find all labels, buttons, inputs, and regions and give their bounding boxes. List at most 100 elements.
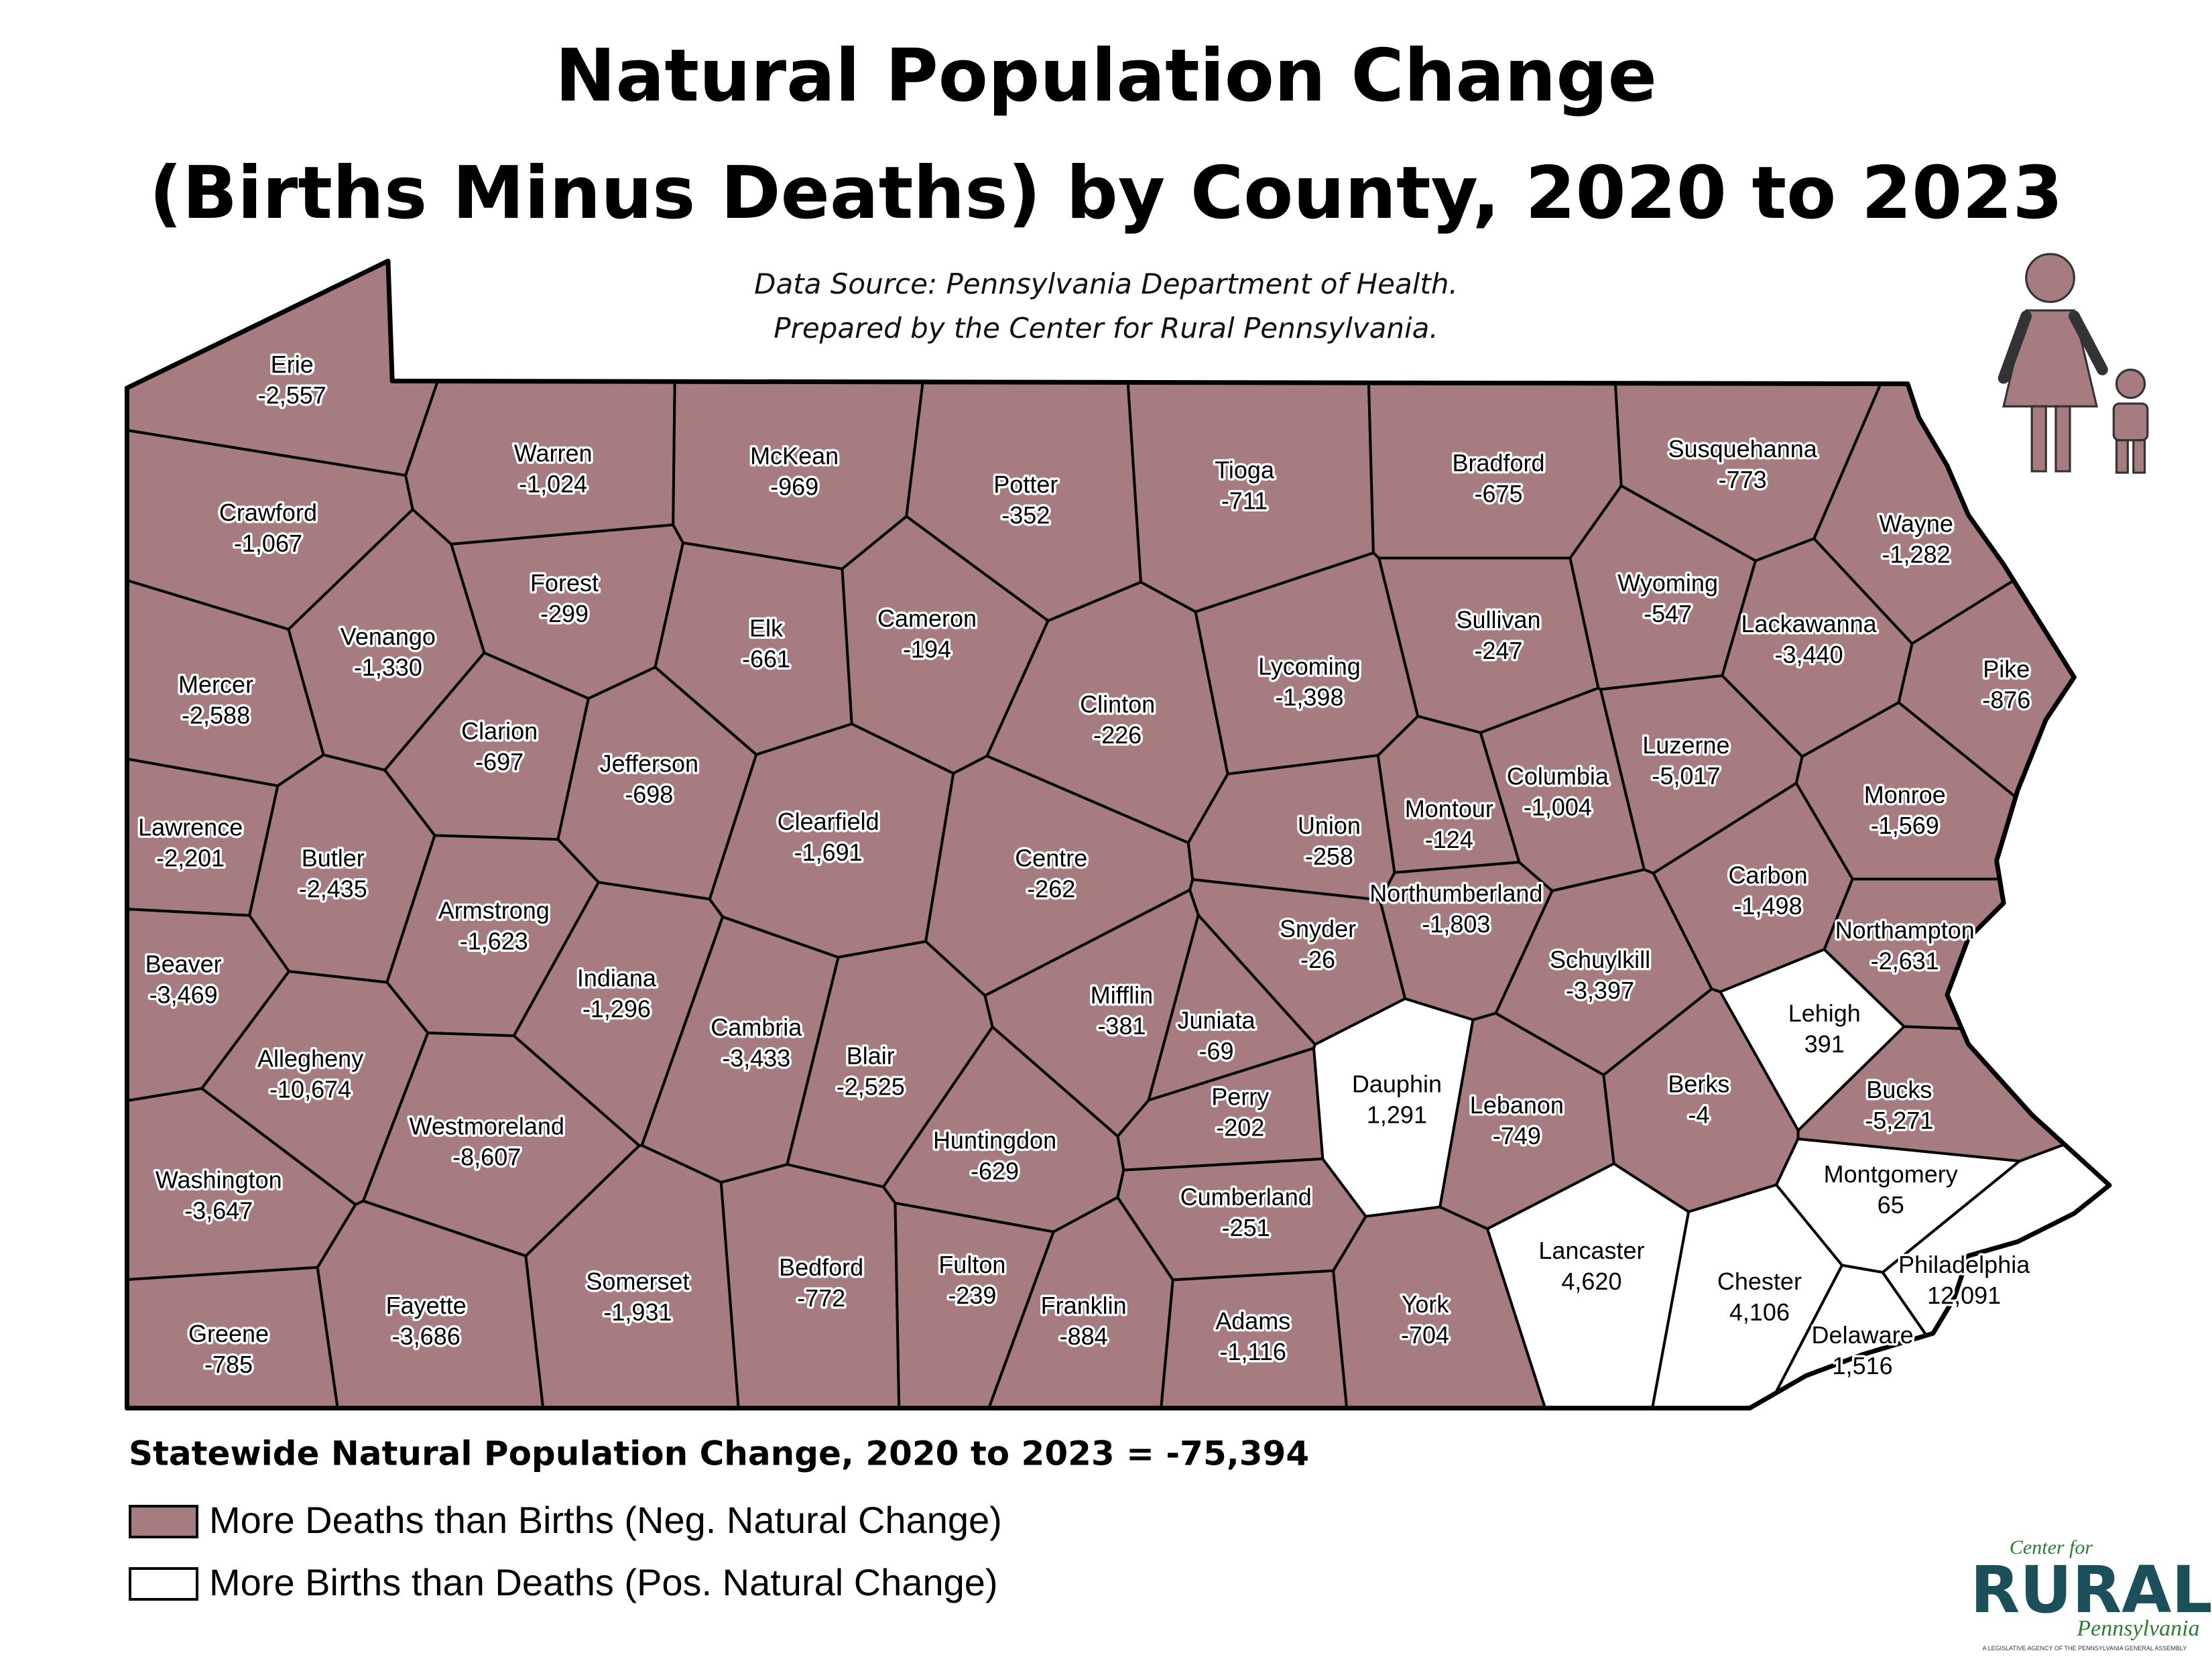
county-value: -1,330 bbox=[354, 654, 422, 681]
statewide-total: Statewide Natural Population Change, 202… bbox=[129, 1434, 1309, 1473]
county-name: Blair bbox=[847, 1042, 895, 1069]
county-name: Northampton bbox=[1835, 916, 1975, 944]
county-name: Northumberland bbox=[1369, 879, 1542, 907]
county-name: Fayette bbox=[386, 1292, 467, 1319]
logo: Center for RURAL Pennsylvania A LEGISLAT… bbox=[1970, 1536, 2212, 1652]
legend-label: More Deaths than Births (Neg. Natural Ch… bbox=[209, 1499, 1002, 1541]
county-name: Potter bbox=[993, 471, 1058, 498]
county-value: -773 bbox=[1719, 466, 1767, 493]
county-value: -785 bbox=[204, 1351, 253, 1378]
legend-label: More Births than Deaths (Pos. Natural Ch… bbox=[209, 1561, 998, 1603]
county-name: Montour bbox=[1405, 795, 1493, 822]
county-value: -711 bbox=[1221, 487, 1268, 515]
county-name: Jefferson bbox=[600, 750, 698, 778]
county-name: Washington bbox=[156, 1166, 282, 1194]
county-name: Cameron bbox=[877, 605, 977, 632]
county-value: -749 bbox=[1493, 1122, 1541, 1150]
county-value: -299 bbox=[540, 600, 589, 627]
county-name: Armstrong bbox=[438, 897, 550, 924]
title-line: (Births Minus Deaths) by County, 2020 to… bbox=[149, 151, 2063, 235]
county-value: 1,291 bbox=[1367, 1101, 1427, 1128]
county-value: -258 bbox=[1305, 843, 1353, 870]
county-value: -352 bbox=[1001, 501, 1050, 529]
county-value: -1,004 bbox=[1524, 794, 1592, 821]
county-name: Cumberland bbox=[1180, 1183, 1312, 1211]
county-layer bbox=[124, 258, 2112, 1411]
county-value: -251 bbox=[1222, 1214, 1270, 1241]
county-name: Bradford bbox=[1452, 449, 1544, 477]
county-name: Warren bbox=[514, 439, 593, 467]
county-value: -247 bbox=[1474, 637, 1522, 664]
county-value: -1,498 bbox=[1734, 892, 1802, 920]
county-value: -1,398 bbox=[1275, 683, 1343, 711]
county-name: Bedford bbox=[779, 1253, 863, 1281]
county-name: Lehigh bbox=[1788, 999, 1861, 1027]
county-name: Butler bbox=[302, 845, 365, 872]
county-name: Monroe bbox=[1864, 781, 1946, 808]
county-value: -876 bbox=[1982, 686, 2030, 714]
icon-woman-child bbox=[1998, 253, 2149, 474]
county-name: Indiana bbox=[577, 965, 657, 992]
county-name: Wayne bbox=[1879, 510, 1953, 538]
county-value: -202 bbox=[1216, 1113, 1264, 1141]
label-layer: Erie -2,557 Crawford -1,067 Mercer -2,588 Lawr… bbox=[136, 348, 2033, 1381]
county-value: -1,569 bbox=[1871, 812, 1939, 839]
county-name: Susquehanna bbox=[1668, 435, 1818, 463]
county-name: Cambria bbox=[711, 1013, 802, 1041]
county-name: Huntingdon bbox=[933, 1127, 1056, 1154]
county-value: -226 bbox=[1093, 721, 1142, 749]
county-name: Perry bbox=[1211, 1083, 1269, 1110]
county-name: Adams bbox=[1215, 1307, 1290, 1335]
county-value: -26 bbox=[1300, 946, 1335, 973]
county-value: -69 bbox=[1199, 1038, 1233, 1065]
county-name: Erie bbox=[271, 351, 314, 378]
county-name: Somerset bbox=[586, 1268, 689, 1295]
county-value: -5,271 bbox=[1865, 1107, 1933, 1134]
county-name: Greene bbox=[188, 1320, 269, 1347]
county-value: -1,067 bbox=[234, 530, 302, 557]
county-name: Lancaster bbox=[1538, 1237, 1644, 1264]
county-value: 4,620 bbox=[1561, 1268, 1621, 1295]
county-value: -2,201 bbox=[156, 844, 225, 871]
county-name: Forest bbox=[530, 569, 599, 597]
legend-swatch bbox=[129, 1505, 198, 1538]
county-name: Wyoming bbox=[1617, 569, 1718, 597]
county-value: -2,435 bbox=[299, 875, 367, 903]
county-name: Mifflin bbox=[1091, 981, 1153, 1009]
county-value: -2,588 bbox=[182, 702, 250, 729]
county-value: -1,296 bbox=[582, 995, 651, 1023]
county-value: 12,091 bbox=[1927, 1282, 2001, 1309]
county-value: -3,433 bbox=[722, 1044, 790, 1072]
county-name: Allegheny bbox=[257, 1045, 363, 1072]
county-value: -629 bbox=[971, 1158, 1019, 1185]
county-value: -661 bbox=[742, 646, 790, 673]
county-name: Clarion bbox=[461, 717, 538, 745]
county-name: Sullivan bbox=[1456, 606, 1540, 633]
county-value: -969 bbox=[770, 473, 818, 501]
county-value: -1,931 bbox=[603, 1298, 672, 1326]
county-value: -547 bbox=[1644, 600, 1692, 627]
county-name: York bbox=[1402, 1290, 1450, 1318]
county-value: -884 bbox=[1060, 1323, 1108, 1350]
county-name: Union bbox=[1298, 812, 1361, 839]
source-line: Prepared by the Center for Rural Pennsyl… bbox=[774, 312, 1438, 345]
county-value: -772 bbox=[797, 1284, 845, 1312]
county-name: Juniata bbox=[1177, 1007, 1255, 1034]
county-value: -239 bbox=[948, 1282, 996, 1309]
county-name: Montgomery bbox=[1824, 1160, 1958, 1188]
county-value: -5,017 bbox=[1652, 762, 1720, 790]
county-value: -697 bbox=[475, 748, 524, 776]
county-value: -3,647 bbox=[184, 1197, 253, 1225]
county-name: Pike bbox=[1983, 656, 2030, 683]
county-value: -194 bbox=[903, 635, 951, 663]
county-name: Tioga bbox=[1215, 456, 1275, 484]
county-value: -3,686 bbox=[392, 1323, 460, 1350]
county-value: -1,024 bbox=[519, 470, 587, 497]
county-name: Crawford bbox=[219, 499, 317, 526]
county-value: -8,607 bbox=[452, 1144, 521, 1171]
county-name: Dauphin bbox=[1352, 1070, 1442, 1097]
county-value: -1,282 bbox=[1882, 541, 1951, 568]
county-name: McKean bbox=[750, 442, 839, 470]
county-value: -10,674 bbox=[269, 1076, 351, 1103]
logo-tagline: A LEGISLATIVE AGENCY OF THE PENNSYLVANIA… bbox=[1983, 1645, 2187, 1652]
